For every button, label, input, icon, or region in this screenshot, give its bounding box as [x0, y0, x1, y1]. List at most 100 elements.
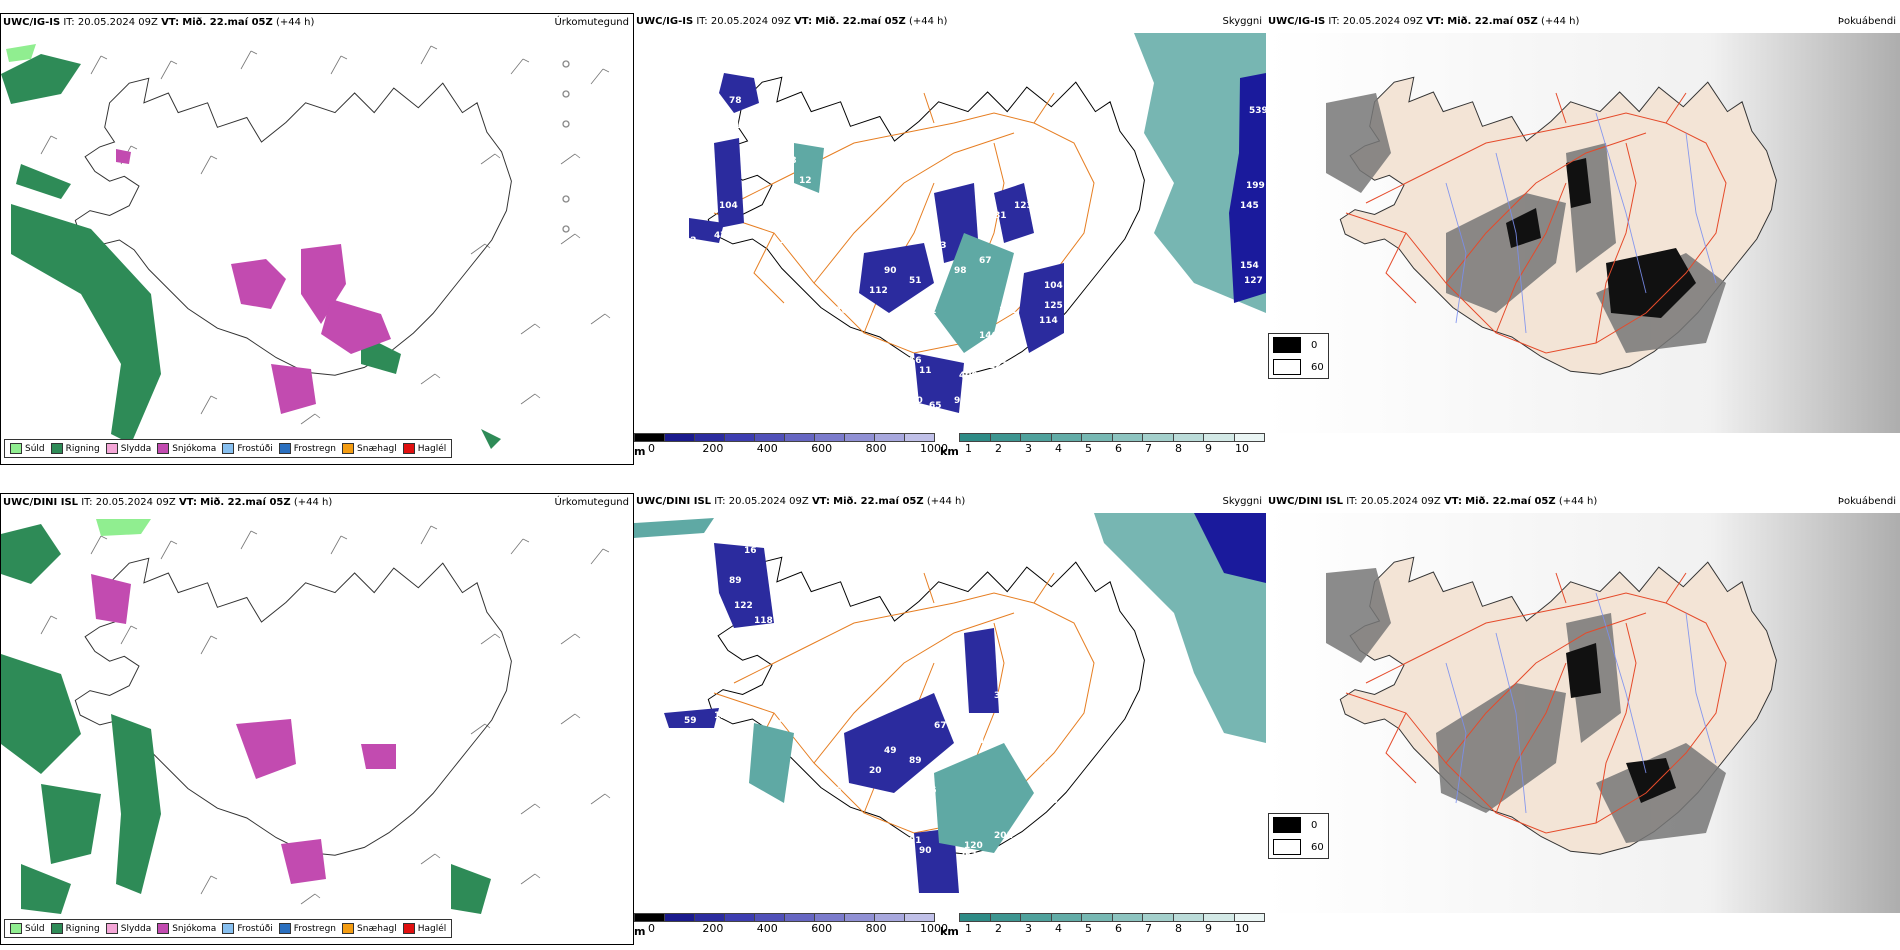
swatch-drizzle — [10, 443, 22, 454]
visibility-value-label: 104 — [1044, 281, 1063, 291]
colorbar-segment — [1173, 433, 1205, 442]
visibility-value-label: 146 — [979, 331, 998, 341]
colorbar-segment — [784, 913, 815, 922]
fog-map — [1266, 33, 1900, 433]
colorbar-tick: 6 — [1115, 922, 1122, 935]
unit-km: km — [940, 445, 959, 458]
visibility-panel-row2: UWC/DINI ISL IT: 20.05.2024 09Z VT: Mið.… — [634, 493, 1266, 943]
colorbar-segment — [1203, 913, 1235, 922]
legend-item: Snjókoma — [157, 923, 216, 934]
fog-legend: 0 60 — [1268, 813, 1329, 859]
colorbar-segment — [1142, 433, 1174, 442]
visibility-value-label: 118 — [754, 616, 773, 626]
colorbar-segment — [754, 913, 785, 922]
visibility-value-label: 112 — [814, 226, 833, 236]
visibility-value-label: 93 — [784, 636, 797, 646]
precip-map — [1, 514, 633, 929]
visibility-value-label: 120 — [964, 841, 983, 851]
visibility-value-label: 47 — [714, 231, 727, 241]
colorbar-segment — [1112, 913, 1144, 922]
swatch-sleet — [106, 443, 118, 454]
visibility-value-label: 22 — [764, 806, 777, 816]
visibility-value-label: 145 — [1240, 201, 1259, 211]
swatch-rain — [51, 443, 63, 454]
visibility-value-label: 84 — [764, 326, 777, 336]
colorbar-tick: 1 — [965, 922, 972, 935]
colorbar-segment — [904, 913, 935, 922]
visibility-value-label: 12 — [714, 711, 727, 721]
visibility-value-label: 89 — [729, 576, 742, 586]
colorbar-ticks: 1 2 3 4 5 6 7 8 9 10 — [959, 442, 1264, 456]
fog-legend-row: 60 — [1269, 836, 1328, 858]
fog-panel-row1: UWC/IG-IS IT: 20.05.2024 09Z VT: Mið. 22… — [1266, 13, 1900, 463]
colorbar-segment — [844, 433, 875, 442]
colorbar-segment — [1112, 433, 1144, 442]
visibility-value-label: 261 — [1044, 761, 1063, 771]
swatch-drizzle — [10, 923, 22, 934]
legend-item: Snjókoma — [157, 443, 216, 454]
colorbar-tick: 2 — [995, 922, 1002, 935]
visibility-value-label: 11 — [919, 366, 932, 376]
visibility-value-label: 56 — [924, 786, 937, 796]
swatch-snow — [157, 443, 169, 454]
legend-item: Súld — [10, 443, 45, 454]
visibility-value-label: 188 — [1039, 796, 1058, 806]
swatch-fog-60 — [1273, 359, 1301, 375]
swatch-hail — [403, 923, 415, 934]
legend-item: Frostúði — [222, 923, 272, 934]
colorbar-segment — [874, 433, 905, 442]
legend-item: Slydda — [106, 443, 151, 454]
panel-title: UWC/DINI ISL IT: 20.05.2024 09Z VT: Mið.… — [3, 497, 332, 508]
colorbar-tick: 4 — [1055, 442, 1062, 455]
colorbar-tick: 800 — [866, 922, 887, 935]
visibility-value-label: 92 — [954, 396, 967, 406]
visibility-value-label: 16 — [909, 356, 922, 366]
unit-m: m — [634, 925, 645, 938]
unit-m: m — [634, 445, 645, 458]
colorbar-tick: 5 — [1085, 922, 1092, 935]
visibility-value-label: 78 — [729, 96, 742, 106]
colorbar-segment — [694, 913, 725, 922]
colorbar-segment — [754, 433, 785, 442]
visibility-value-label: 154 — [1240, 261, 1259, 271]
colorbar-tick: 400 — [757, 442, 778, 455]
colorbar-segment — [784, 433, 815, 442]
visibility-value-label: 42 — [684, 236, 697, 246]
colorbar-tick: 600 — [811, 922, 832, 935]
colorbar-segments — [634, 913, 934, 922]
visibility-colorbar-m: 0 200 400 600 800 1000 — [634, 913, 934, 936]
colorbar-segment — [990, 433, 1022, 442]
colorbar-tick: 0 — [648, 442, 655, 455]
visibility-value-label: 33 — [719, 681, 732, 691]
colorbar-segment — [1142, 913, 1174, 922]
panel-title: UWC/IG-IS IT: 20.05.2024 09Z VT: Mið. 22… — [1268, 16, 1579, 27]
fog-legend-row: 60 — [1269, 356, 1328, 378]
visibility-value-label: 20 — [869, 766, 882, 776]
colorbar-tick: 9 — [1205, 922, 1212, 935]
legend-item: Rigning — [51, 443, 100, 454]
visibility-value-label: 127 — [1244, 276, 1263, 286]
visibility-value-label: 89 — [789, 846, 802, 856]
precip-legend: Súld Rigning Slydda Snjókoma Frostúði Fr… — [4, 439, 452, 458]
colorbar-segment — [990, 913, 1022, 922]
panel-type-label: Þokuábendi — [1838, 496, 1896, 507]
panel-title: UWC/DINI ISL IT: 20.05.2024 09Z VT: Mið.… — [1268, 496, 1597, 507]
visibility-value-label: 33 — [804, 206, 817, 216]
panel-type-label: Skyggni — [1222, 16, 1262, 27]
colorbar-segment — [1173, 913, 1205, 922]
visibility-value-label: 135 — [804, 686, 823, 696]
visibility-value-label: 327 — [994, 691, 1013, 701]
visibility-value-label: 125 — [1044, 301, 1063, 311]
swatch-fog-0 — [1273, 817, 1301, 833]
visibility-value-label: 91 — [909, 836, 922, 846]
colorbar-ticks: 0 200 400 600 800 1000 — [634, 922, 934, 936]
swatch-freezing-drizzle — [222, 923, 234, 934]
swatch-snow-pellets — [342, 443, 354, 454]
visibility-value-label: 102 — [999, 306, 1018, 316]
colorbar-tick: 8 — [1175, 922, 1182, 935]
colorbar-tick: 200 — [702, 442, 723, 455]
colorbar-segment — [904, 433, 935, 442]
colorbar-segments — [634, 433, 934, 442]
visibility-value-label: 47 — [779, 716, 792, 726]
